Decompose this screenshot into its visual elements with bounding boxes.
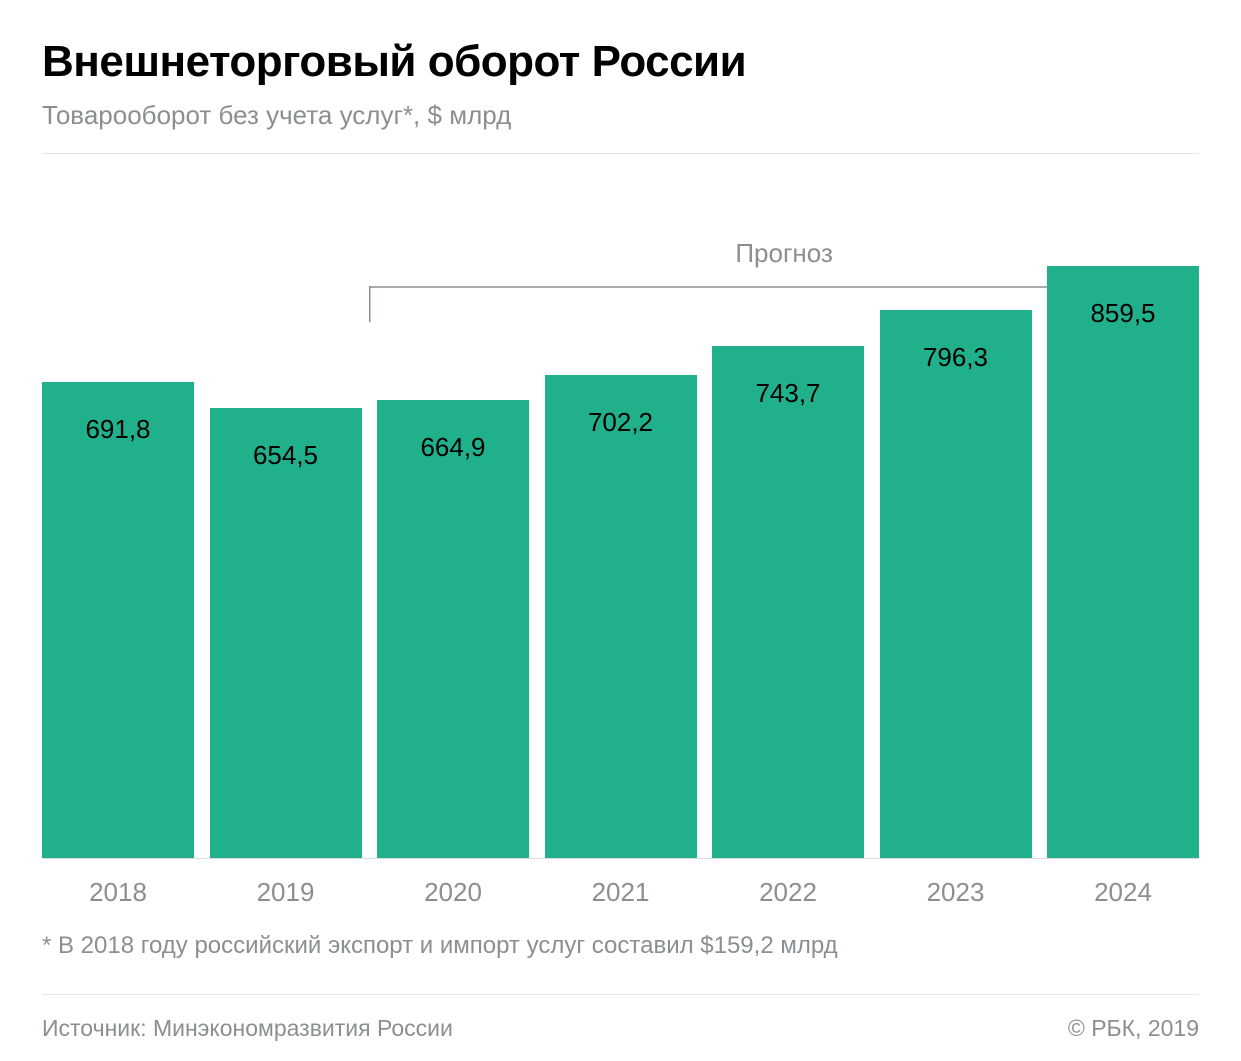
bar-slot: 859,5	[1047, 266, 1199, 858]
bar: 702,2	[545, 375, 697, 859]
bar: 691,8	[42, 382, 194, 859]
chart-title: Внешнеторговый оборот России	[42, 38, 1199, 86]
bar: 654,5	[210, 408, 362, 859]
bar-value-label: 859,5	[1047, 298, 1199, 329]
bar: 743,7	[712, 346, 864, 858]
bars-area: 691,8 654,5 664,9 702,2 743,7 796,3 859,5	[42, 238, 1199, 858]
bar-value-label: 691,8	[42, 414, 194, 445]
chart-baseline	[42, 858, 1199, 859]
bar-value-label: 664,9	[377, 432, 529, 463]
footer-rule	[42, 994, 1199, 995]
bar-slot: 691,8	[42, 382, 194, 859]
x-axis-label: 2022	[712, 877, 864, 908]
copyright-label: © РБК, 2019	[1068, 1015, 1199, 1042]
bar-slot: 743,7	[712, 346, 864, 858]
bar: 859,5	[1047, 266, 1199, 858]
x-axis-label: 2020	[377, 877, 529, 908]
bar-slot: 702,2	[545, 375, 697, 859]
bar-slot: 796,3	[880, 310, 1032, 859]
chart-footnote: * В 2018 году российский экспорт и импор…	[42, 932, 1199, 960]
x-axis-label: 2021	[545, 877, 697, 908]
bar: 664,9	[377, 400, 529, 858]
bar: 796,3	[880, 310, 1032, 859]
source-label: Источник: Минэкономразвития России	[42, 1015, 453, 1042]
chart-subtitle: Товарооборот без учета услуг*, $ млрд	[42, 100, 1199, 131]
bar-value-label: 654,5	[210, 440, 362, 471]
bar-slot: 654,5	[210, 408, 362, 859]
x-axis-label: 2018	[42, 877, 194, 908]
bar-slot: 664,9	[377, 400, 529, 858]
bar-value-label: 796,3	[880, 342, 1032, 373]
bar-value-label: 743,7	[712, 378, 864, 409]
x-axis-label: 2024	[1047, 877, 1199, 908]
x-axis-label: 2019	[210, 877, 362, 908]
chart-area: Прогноз 691,8654,5664,9702,2743,7796,385…	[42, 238, 1199, 908]
chart-footer: Источник: Минэкономразвития России © РБК…	[42, 1015, 1199, 1042]
bars-row: 691,8 654,5 664,9 702,2 743,7 796,3 859,5	[42, 266, 1199, 858]
x-axis-labels: 2018 2019 2020 2021 2022 2023 2024	[42, 877, 1199, 908]
header-rule	[42, 153, 1199, 154]
x-axis-label: 2023	[880, 877, 1032, 908]
bar-value-label: 702,2	[545, 407, 697, 438]
